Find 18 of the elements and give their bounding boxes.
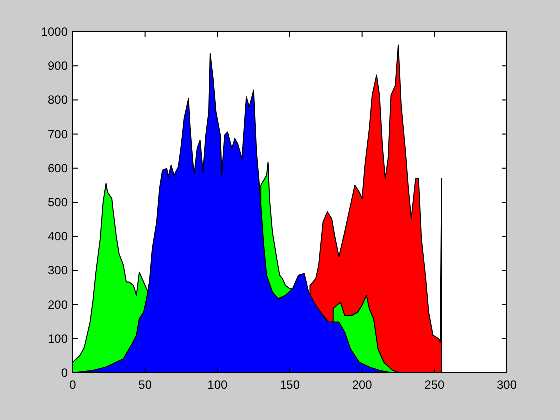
y-tick-label: 0 — [61, 366, 68, 380]
y-tick-label: 600 — [48, 161, 68, 176]
x-tick-label: 0 — [70, 378, 77, 392]
y-tick-label: 100 — [48, 332, 68, 346]
y-tick-label: 1000 — [41, 25, 68, 39]
y-tick-label: 200 — [48, 298, 68, 312]
x-tick-label: 100 — [208, 378, 228, 392]
x-tick-label: 250 — [424, 378, 445, 392]
y-tick-label: 400 — [48, 230, 68, 244]
y-tick-label: 700 — [48, 127, 68, 142]
y-tick-label: 500 — [48, 196, 68, 210]
x-tick-label: 50 — [138, 378, 152, 392]
y-tick-label: 800 — [48, 93, 68, 108]
x-tick-label: 200 — [352, 378, 373, 392]
x-tick-label: 150 — [280, 378, 300, 392]
x-tick-label: 300 — [496, 378, 518, 392]
y-tick-label: 900 — [48, 59, 68, 74]
y-tick-label: 300 — [48, 264, 68, 278]
